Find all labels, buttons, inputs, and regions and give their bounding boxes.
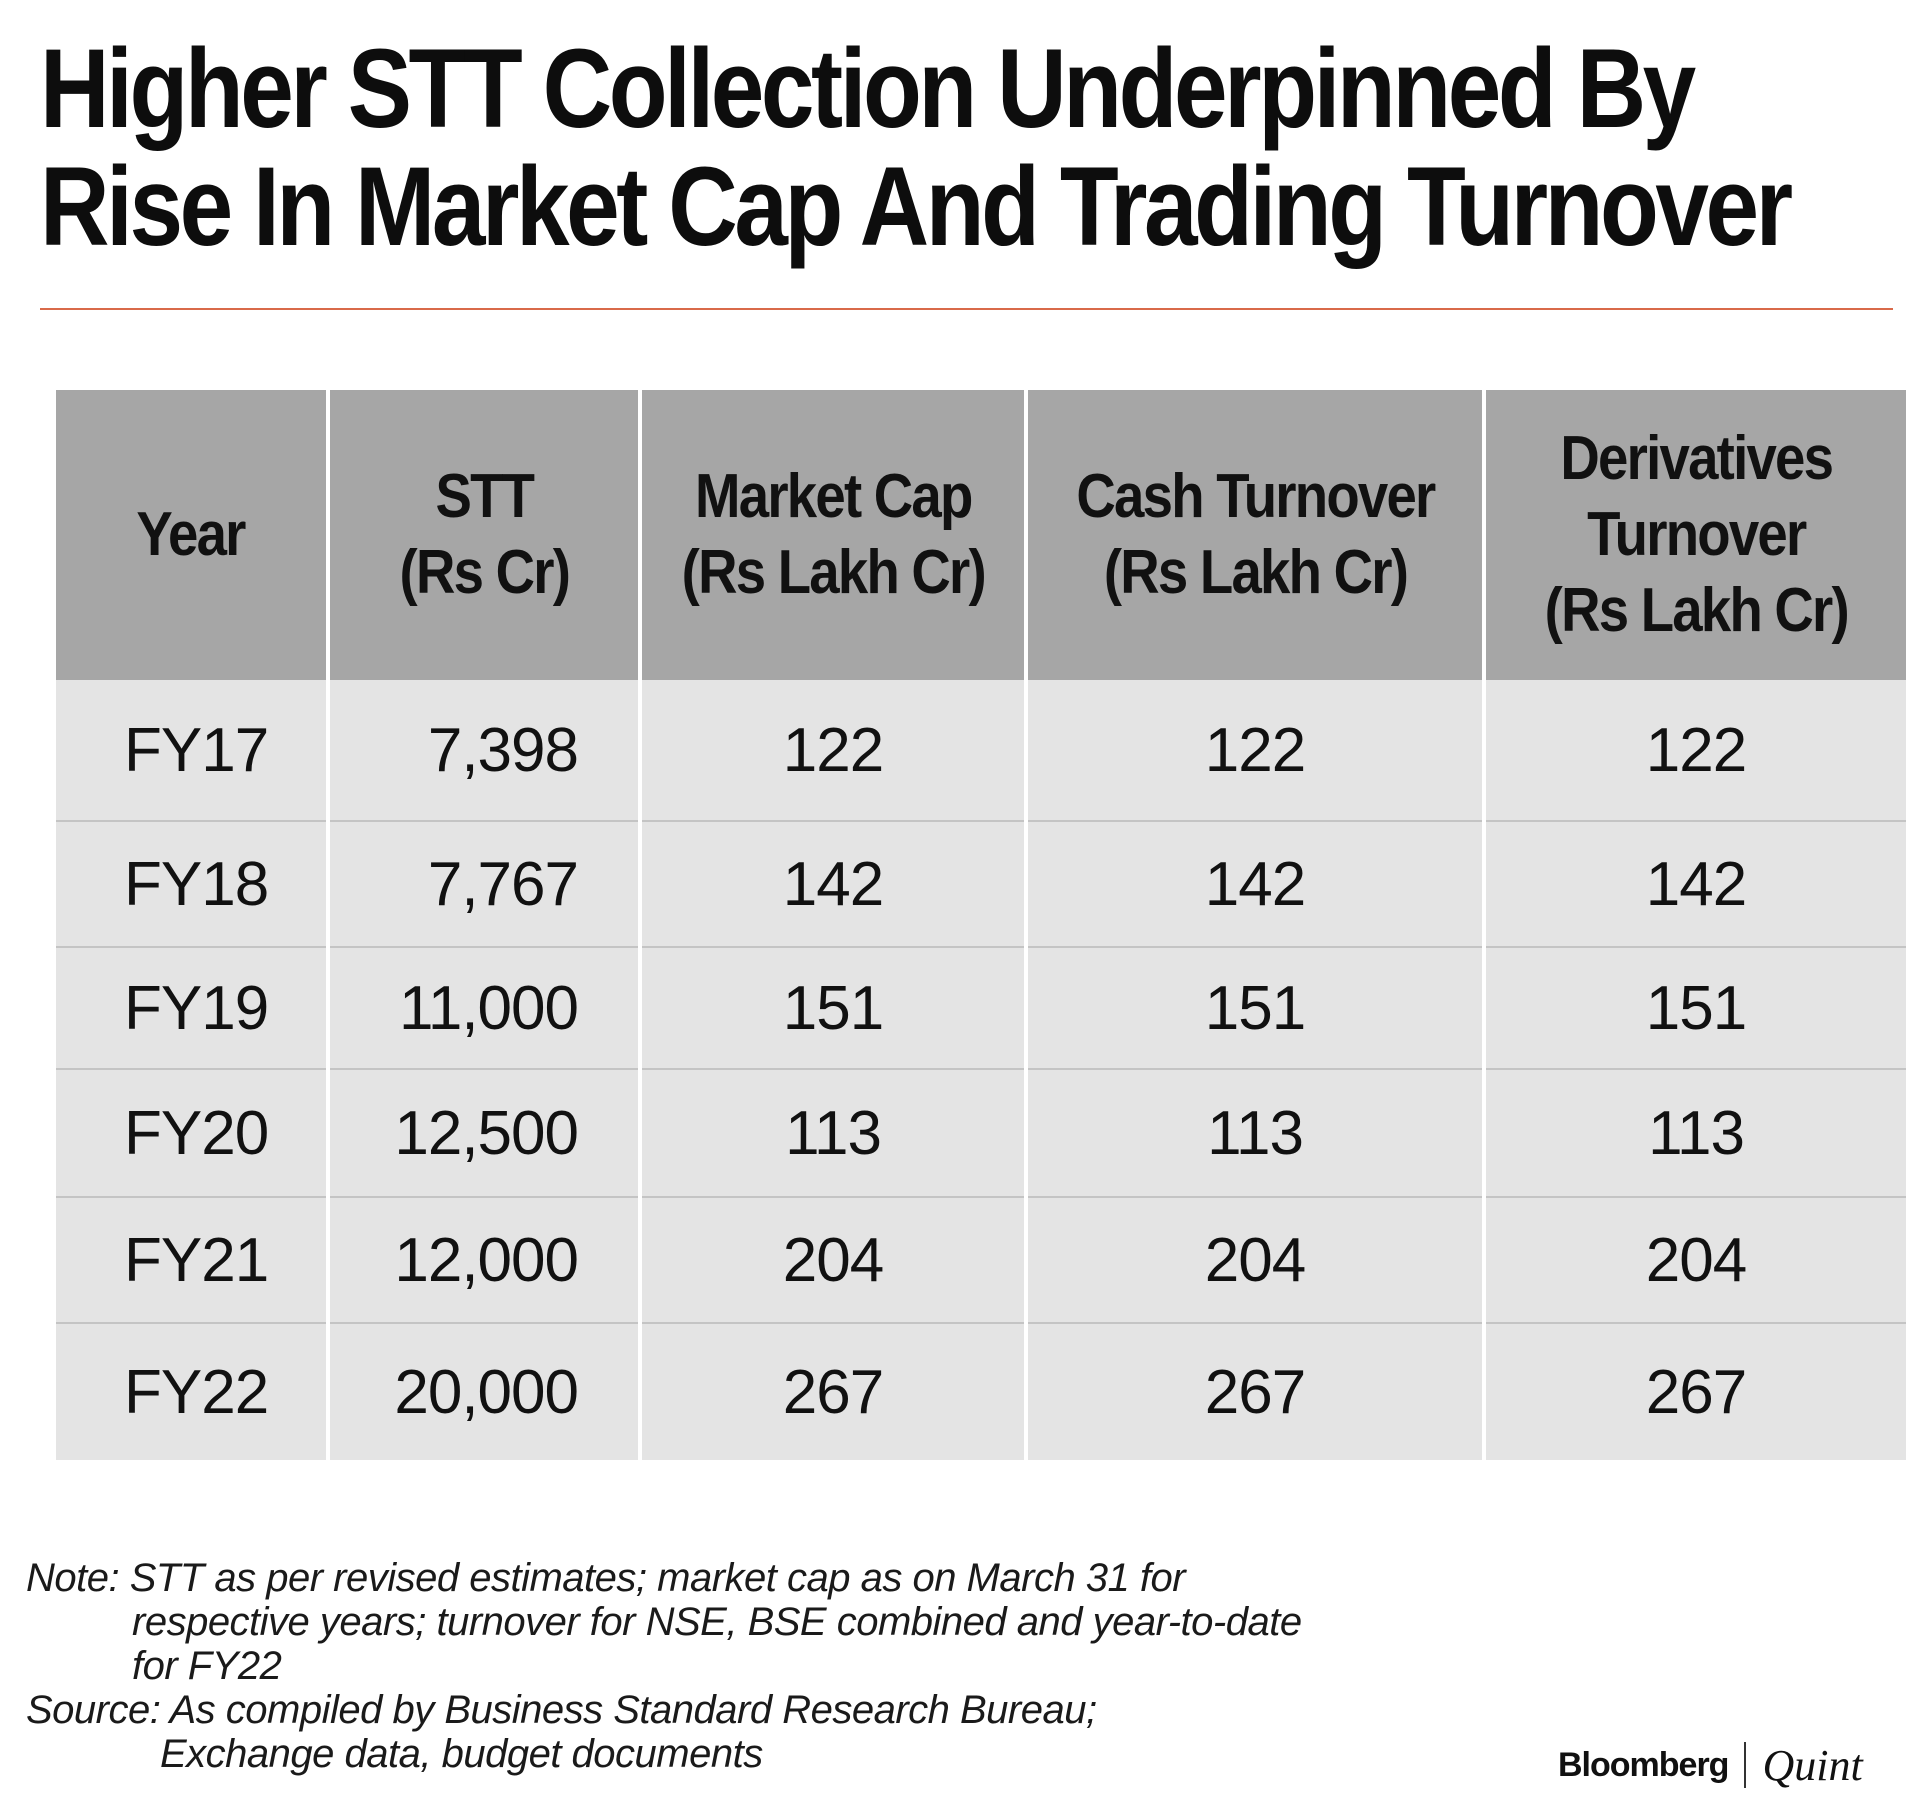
- stt-cell: 11,000: [330, 946, 638, 1068]
- derivatives-turnover-cell: 151: [1486, 946, 1906, 1068]
- year-cell: FY21: [56, 1196, 326, 1322]
- header-derivatives-turnover: Derivatives Turnover (Rs Lakh Cr): [1486, 390, 1906, 680]
- logo-separator: [1744, 1742, 1747, 1788]
- derivatives-turnover-cell: 122: [1486, 680, 1906, 820]
- market-cap-cell: 204: [642, 1196, 1024, 1322]
- note-line-3: for FY22: [132, 1644, 282, 1688]
- source-line-1: Source: As compiled by Business Standard…: [26, 1688, 1097, 1732]
- cash-turnover-cell: 142: [1028, 820, 1482, 946]
- cash-turnover-cell: 204: [1028, 1196, 1482, 1322]
- header-market-cap: Market Cap (Rs Lakh Cr): [642, 390, 1024, 680]
- market-cap-cell: 113: [642, 1068, 1024, 1196]
- note-line-1: Note: STT as per revised estimates; mark…: [26, 1556, 1186, 1600]
- stt-cell: 20,000: [330, 1322, 638, 1460]
- note-line-2: respective years; turnover for NSE, BSE …: [132, 1600, 1302, 1644]
- column-header-line: Year: [136, 500, 247, 569]
- logo-quint-text: Quint: [1762, 1740, 1863, 1790]
- cash-turnover-cell: 113: [1028, 1068, 1482, 1196]
- title-line-1: Higher STT Collection Underpinned By: [40, 26, 1696, 151]
- header-year: Year: [56, 390, 326, 680]
- cash-turnover-cell: 122: [1028, 680, 1482, 820]
- column-header-line: STT: [435, 462, 535, 531]
- column-header-line: (Rs Lakh Cr): [681, 538, 986, 607]
- column-header-line: Turnover: [1586, 500, 1807, 569]
- market-cap-cell: 267: [642, 1322, 1024, 1460]
- year-cell: FY20: [56, 1068, 326, 1196]
- derivatives-turnover-cell: 113: [1486, 1068, 1906, 1196]
- year-cell: FY22: [56, 1322, 326, 1460]
- cash-turnover-cell: 267: [1028, 1322, 1482, 1460]
- column-header-line: Market Cap: [694, 462, 973, 531]
- year-cell: FY17: [56, 680, 326, 820]
- column-header-line: (Rs Cr): [399, 538, 570, 607]
- page-title: Higher STT Collection Underpinned By Ris…: [40, 26, 1793, 269]
- market-cap-cell: 122: [642, 680, 1024, 820]
- column-header-line: Derivatives: [1560, 424, 1834, 493]
- column-header-line: Cash Turnover: [1075, 462, 1436, 531]
- stt-cell: 7,398: [330, 680, 638, 820]
- bloomberg-quint-logo: Bloomberg Quint: [1558, 1740, 1863, 1790]
- stt-cell: 7,767: [330, 820, 638, 946]
- logo-bloomberg-text: Bloomberg: [1558, 1745, 1729, 1784]
- market-cap-cell: 142: [642, 820, 1024, 946]
- footnotes: Note: STT as per revised estimates; mark…: [26, 1556, 1426, 1776]
- title-divider: [40, 308, 1893, 310]
- header-stt: STT (Rs Cr): [330, 390, 638, 680]
- stt-cell: 12,000: [330, 1196, 638, 1322]
- header-cash-turnover: Cash Turnover (Rs Lakh Cr): [1028, 390, 1482, 680]
- derivatives-turnover-cell: 142: [1486, 820, 1906, 946]
- column-header-line: (Rs Lakh Cr): [1544, 576, 1849, 645]
- column-header-line: (Rs Lakh Cr): [1103, 538, 1408, 607]
- source-line-2: Exchange data, budget documents: [160, 1732, 763, 1776]
- derivatives-turnover-cell: 267: [1486, 1322, 1906, 1460]
- year-cell: FY18: [56, 820, 326, 946]
- market-cap-cell: 151: [642, 946, 1024, 1068]
- derivatives-turnover-cell: 204: [1486, 1196, 1906, 1322]
- year-cell: FY19: [56, 946, 326, 1068]
- cash-turnover-cell: 151: [1028, 946, 1482, 1068]
- title-line-2: Rise In Market Cap And Trading Turnover: [40, 144, 1793, 269]
- stt-data-table: Year STT (Rs Cr) Market Cap (Rs Lakh Cr) Cash…: [56, 390, 1906, 1460]
- stt-cell: 12,500: [330, 1068, 638, 1196]
